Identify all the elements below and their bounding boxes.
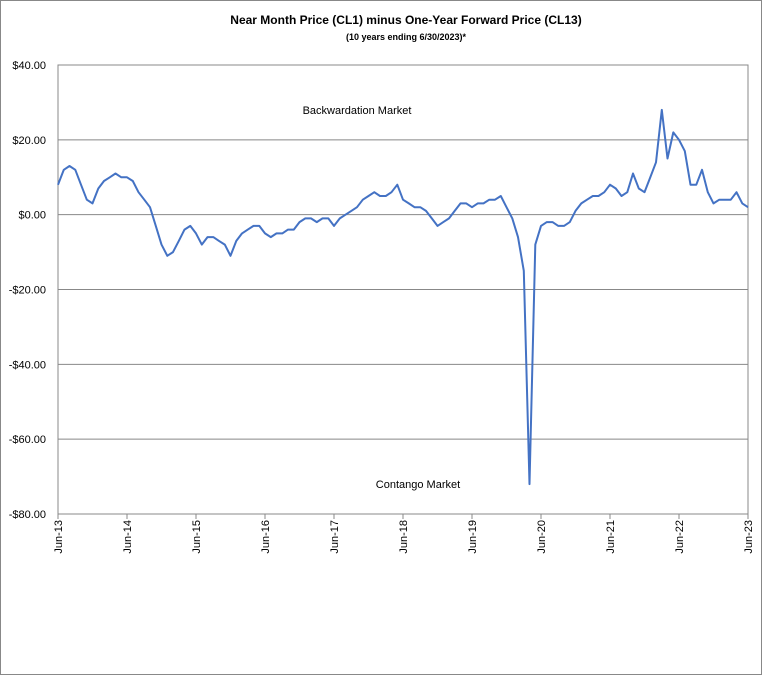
x-tick-label: Jun-15 [191,520,203,554]
data-line [57,108,749,486]
y-tick-label: -$60.00 [9,434,46,446]
y-tick-label: $40.00 [12,60,46,72]
y-tick-label: $0.00 [18,210,46,222]
x-tick-label: Jun-14 [122,520,134,554]
x-tick-label: Jun-13 [53,520,65,554]
x-tick-label: Jun-16 [260,520,272,554]
chart-title: Near Month Price (CL1) minus One-Year Fo… [230,13,581,27]
x-tick-label: Jun-19 [467,520,479,554]
y-tick-label: $20.00 [12,135,46,147]
annotation: Backwardation Market [303,105,412,117]
y-tick-label: -$20.00 [9,285,46,297]
y-tick-label: -$80.00 [9,509,46,521]
x-tick-label: Jun-21 [605,520,617,554]
y-tick-label: -$40.00 [9,359,46,371]
chart-subtitle: (10 years ending 6/30/2023)* [346,32,467,42]
x-tick-label: Jun-20 [536,520,548,554]
annotation: Contango Market [376,479,460,491]
x-tick-label: Jun-17 [329,520,341,554]
x-tick-label: Jun-22 [674,520,686,554]
x-tick-label: Jun-18 [398,520,410,554]
x-tick-label: Jun-23 [743,520,755,554]
